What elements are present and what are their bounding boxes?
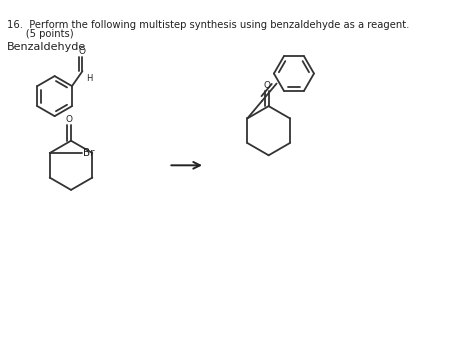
Text: O: O <box>264 81 270 90</box>
Text: (5 points): (5 points) <box>7 29 74 39</box>
Text: Br: Br <box>83 148 95 158</box>
Text: Benzaldehyde: Benzaldehyde <box>7 42 87 52</box>
Text: 16.  Perform the following multistep synthesis using benzaldehyde as a reagent.: 16. Perform the following multistep synt… <box>7 20 410 30</box>
Text: H: H <box>86 74 92 83</box>
Text: O: O <box>66 115 73 124</box>
Text: O: O <box>79 47 86 56</box>
